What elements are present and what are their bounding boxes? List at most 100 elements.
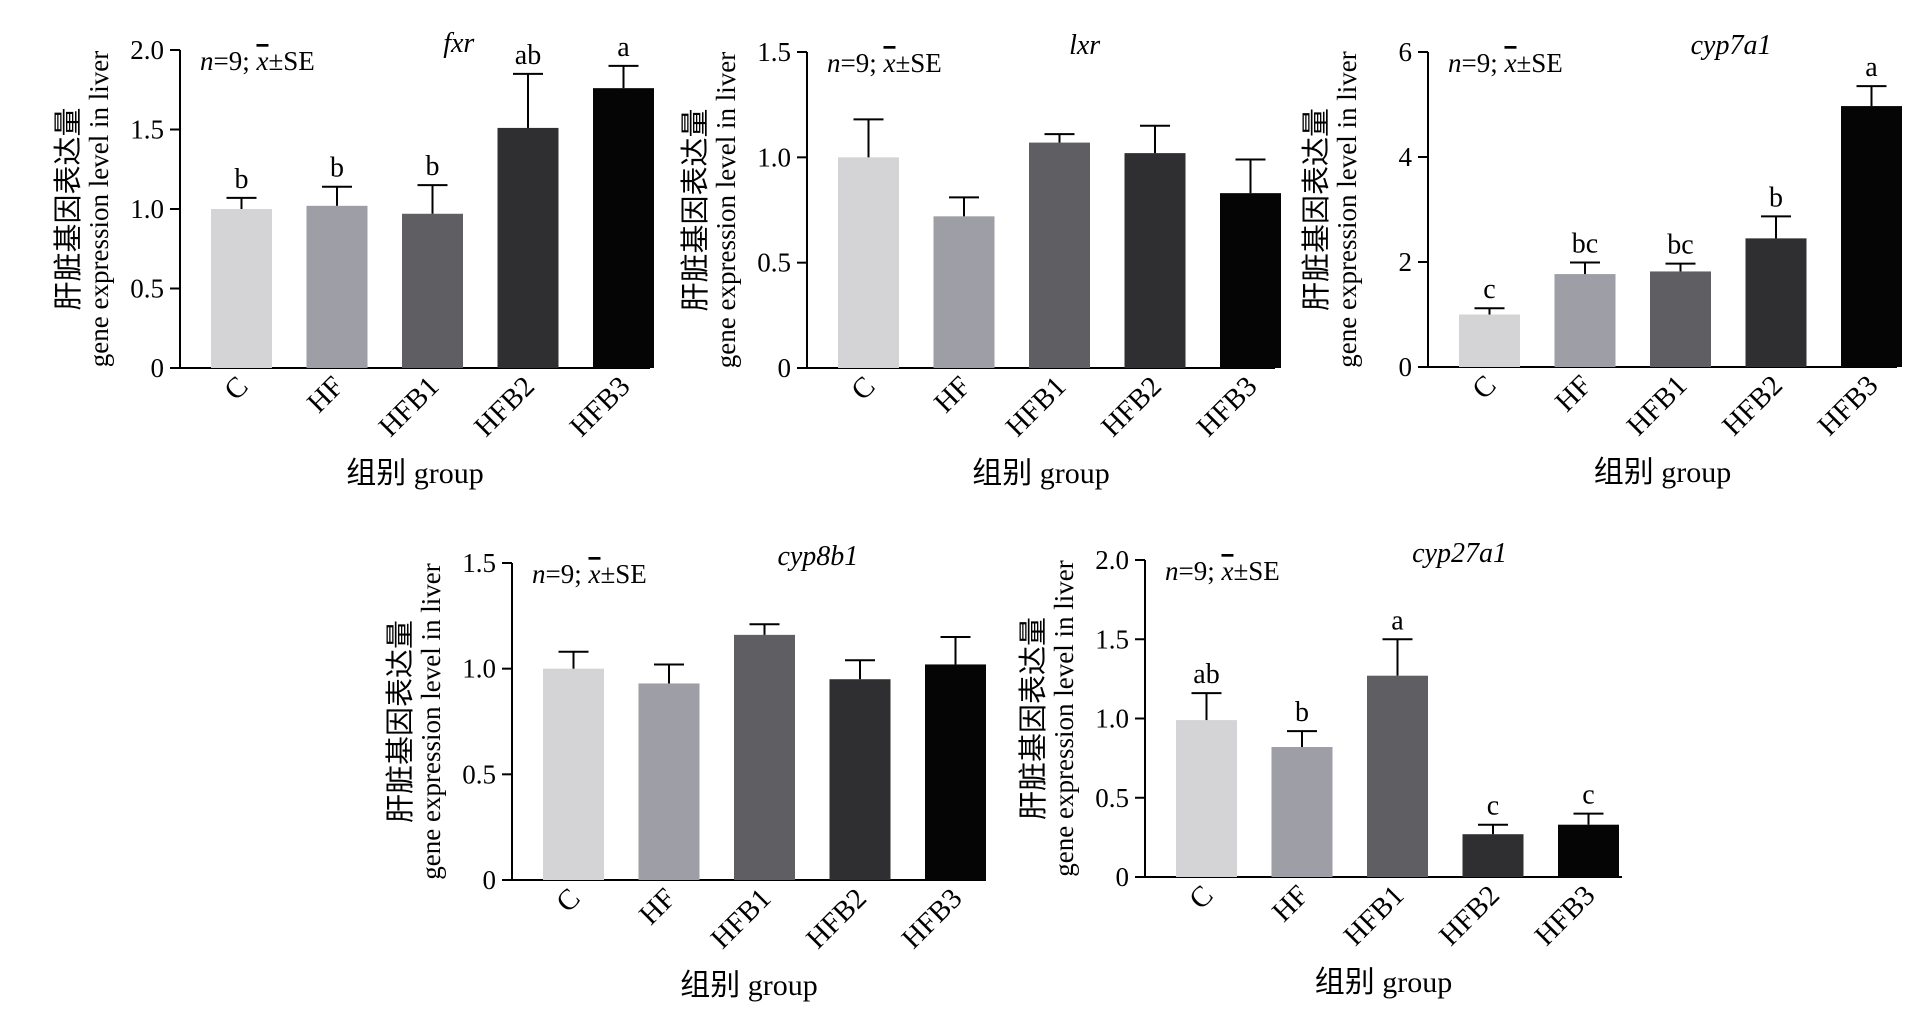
y-tick-label: 1.0 [1095, 704, 1129, 734]
bar-C [211, 209, 272, 368]
stats-note: n=9; x±SE [1448, 48, 1563, 78]
y-tick-label: 0.5 [462, 759, 496, 789]
significance-label: a [1865, 52, 1878, 83]
x-tick-label: HFB3 [1191, 370, 1264, 443]
x-tick-label: C [218, 370, 254, 406]
x-tick-label: HFB1 [1000, 370, 1073, 443]
error-bar-HFB1 [1044, 133, 1075, 143]
error-bar-HFB2 [1761, 215, 1791, 239]
y-tick-label: 0.5 [1095, 783, 1129, 813]
error-bar-HFB3 [1573, 812, 1604, 825]
stats-note: n=9; x±SE [532, 559, 647, 589]
chart-title: cyp27a1 [1412, 538, 1507, 569]
error-bar-HF [1287, 730, 1317, 748]
significance-label: a [1391, 605, 1404, 636]
error-bar-HFB1 [749, 623, 780, 635]
y-tick-label: 0.5 [757, 248, 791, 278]
x-tick-label: C [845, 370, 881, 406]
error-bar-C [1191, 692, 1222, 721]
x-tick-label: HFB1 [705, 882, 778, 955]
x-tick-label: HFB2 [1716, 369, 1789, 442]
significance-label: a [617, 32, 630, 63]
x-tick-label: HFB2 [800, 882, 873, 955]
bar-HFB3 [593, 88, 654, 368]
error-bar-HF [1570, 261, 1600, 275]
x-tick-label: HFB3 [896, 882, 969, 955]
y-tick-label: 1.0 [462, 654, 496, 684]
error-bar-C [558, 650, 589, 669]
y-tick-label: 0 [483, 865, 497, 895]
y-axis-title-cn: 肝脏基因表达量 [52, 107, 85, 310]
bar-HF [638, 683, 700, 880]
y-tick-label: 1.5 [462, 548, 496, 578]
bar-C [1459, 314, 1520, 367]
bar-HFB3 [925, 664, 986, 880]
x-tick-label: HFB3 [1812, 369, 1885, 442]
y-tick-label: 0 [151, 353, 165, 383]
x-tick-label: HF [633, 882, 682, 931]
y-tick-label: 1.0 [130, 194, 164, 224]
chart-panel-cyp7a1: 0 2 4 6 c Cbc HF bc HFB1 b HFB2 a HFB3 组别 group 肝脏基因表达… [1300, 30, 1902, 489]
y-tick-label: 1.5 [757, 37, 791, 67]
bar-HFB2 [1124, 153, 1186, 368]
bar-HFB2 [1462, 834, 1524, 877]
y-axis-title-cn: 肝脏基因表达量 [384, 620, 417, 823]
x-tick-label: HFB1 [1621, 369, 1694, 442]
chart-panel-lxr: 0 0.5 1.0 1.5 C HF HFB1 HFB2 HFB3 组别 group 肝脏基因表达量… [679, 30, 1281, 490]
significance-label: b [330, 153, 344, 184]
significance-label: b [426, 151, 440, 182]
x-tick-label: C [550, 882, 586, 918]
error-bar-C [853, 118, 884, 158]
bar-C [543, 668, 604, 880]
x-axis-title: 组别 group [1594, 456, 1732, 489]
x-axis-title: 组别 group [680, 969, 818, 1002]
x-tick-label: HFB2 [1095, 370, 1168, 443]
chart-panel-cyp8b1: 0 0.5 1.0 1.5 C HF HFB1 HFB2 HFB3 组别 group 肝脏基因表达量… [384, 541, 986, 1002]
significance-label: bc [1572, 229, 1598, 260]
significance-label: c [1483, 274, 1495, 305]
significance-label: c [1487, 791, 1499, 822]
x-tick-label: HF [1266, 879, 1315, 928]
y-tick-label: 0.5 [130, 274, 164, 304]
bar-HFB3 [1558, 824, 1619, 877]
y-tick-label: 2.0 [130, 35, 164, 65]
bar-C [1176, 720, 1237, 877]
x-tick-label: HFB3 [1529, 879, 1602, 952]
significance-label: b [235, 164, 249, 195]
y-tick-label: 4 [1399, 142, 1413, 172]
y-axis-title-en: gene expression level in liver [84, 51, 114, 367]
y-axis-title-cn: 肝脏基因表达量 [1017, 617, 1050, 820]
y-tick-label: 0 [1399, 352, 1413, 382]
error-bar-HFB2 [513, 72, 543, 128]
significance-label: ab [515, 40, 541, 71]
significance-label: b [1295, 697, 1309, 728]
x-axis-title: 组别 group [346, 457, 484, 490]
x-tick-label: HFB2 [468, 370, 541, 443]
bar-HFB2 [829, 679, 891, 880]
x-tick-label: HF [928, 370, 977, 419]
error-bar-HFB2 [1140, 124, 1170, 154]
stats-note: n=9; x±SE [827, 48, 942, 78]
error-bar-C [226, 196, 257, 209]
bar-HF [933, 216, 995, 368]
chart-panel-cyp27a1: 0 0.5 1.0 1.5 2.0 ab Cb HF a HFB1 c HFB2 c HFB3 组别 gro… [1017, 538, 1622, 999]
significance-label: c [1582, 780, 1594, 811]
y-axis-title-en: gene expression level in liver [1049, 560, 1079, 876]
y-tick-label: 1.5 [130, 115, 164, 145]
bar-HF [1554, 274, 1616, 367]
bar-HFB2 [1745, 238, 1807, 367]
error-bar-HFB1 [1382, 638, 1413, 676]
x-axis-title: 组别 group [1315, 966, 1453, 999]
error-bar-HFB1 [417, 184, 448, 214]
significance-label: ab [1193, 659, 1219, 690]
x-tick-label: HFB1 [373, 370, 446, 443]
error-bar-HFB3 [940, 635, 971, 665]
bar-HFB1 [402, 213, 463, 368]
bar-HFB3 [1841, 106, 1902, 367]
y-axis-title-en: gene expression level in liver [711, 52, 741, 368]
error-bar-HFB3 [1856, 85, 1887, 107]
error-bar-HFB1 [1665, 262, 1696, 272]
bar-HFB1 [1367, 675, 1428, 877]
bar-HF [1271, 747, 1333, 877]
